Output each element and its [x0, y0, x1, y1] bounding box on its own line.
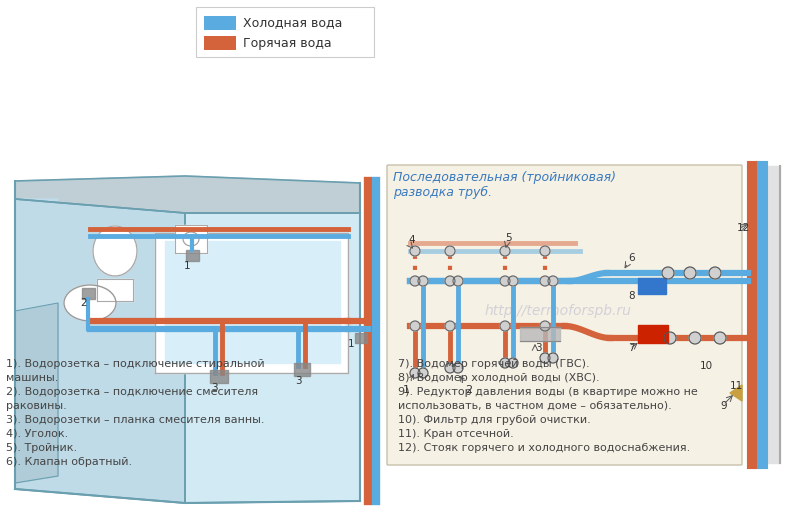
- Text: Горячая вода: Горячая вода: [243, 36, 332, 49]
- Bar: [204, 16, 236, 30]
- Text: 4). Уголок.: 4). Уголок.: [6, 429, 69, 439]
- Circle shape: [410, 276, 420, 286]
- Text: 9: 9: [720, 401, 727, 411]
- Text: 9). Редуктор давления воды (в квартире можно не: 9). Редуктор давления воды (в квартире м…: [398, 387, 697, 397]
- Text: 8). Водомер холодной воды (ХВС).: 8). Водомер холодной воды (ХВС).: [398, 373, 599, 383]
- Text: 10: 10: [700, 361, 713, 371]
- Circle shape: [418, 276, 428, 286]
- Text: 7). Водомер горячей воды (ГВС).: 7). Водомер горячей воды (ГВС).: [398, 359, 590, 369]
- Polygon shape: [15, 303, 58, 483]
- FancyBboxPatch shape: [387, 165, 742, 465]
- Circle shape: [548, 353, 558, 363]
- Bar: [638, 278, 666, 294]
- Text: Холодная вода: Холодная вода: [243, 17, 342, 30]
- Circle shape: [664, 332, 676, 344]
- Bar: [175, 225, 207, 253]
- Polygon shape: [763, 166, 780, 463]
- Circle shape: [500, 246, 510, 256]
- Text: машины.: машины.: [6, 373, 58, 383]
- Text: 5). Тройник.: 5). Тройник.: [6, 443, 77, 453]
- Text: использовать, в частном доме – обязательно).: использовать, в частном доме – обязатель…: [398, 401, 672, 411]
- Text: 2: 2: [80, 298, 87, 308]
- Bar: [82, 288, 95, 299]
- Circle shape: [445, 276, 455, 286]
- Circle shape: [540, 246, 550, 256]
- Bar: [97, 279, 133, 301]
- Text: 1: 1: [348, 339, 354, 349]
- Bar: [355, 333, 367, 343]
- Bar: [196, 7, 374, 57]
- Text: 8: 8: [628, 291, 634, 301]
- Circle shape: [500, 321, 510, 331]
- Text: 12). Стояк горячего и холодного водоснабжения.: 12). Стояк горячего и холодного водоснаб…: [398, 443, 690, 453]
- Bar: [210, 370, 228, 383]
- Circle shape: [540, 321, 550, 331]
- Text: http://termoforspb.ru: http://termoforspb.ru: [484, 304, 631, 318]
- Text: 3: 3: [295, 376, 302, 386]
- Circle shape: [508, 276, 518, 286]
- Circle shape: [500, 276, 510, 286]
- Circle shape: [709, 267, 721, 279]
- Circle shape: [453, 276, 463, 286]
- Polygon shape: [15, 176, 360, 213]
- Circle shape: [684, 267, 696, 279]
- Circle shape: [410, 246, 420, 256]
- Text: раковины.: раковины.: [6, 401, 67, 411]
- Bar: [204, 36, 236, 50]
- Polygon shape: [15, 199, 58, 311]
- Circle shape: [714, 332, 726, 344]
- Polygon shape: [155, 233, 348, 373]
- Text: 3: 3: [535, 343, 542, 353]
- Circle shape: [445, 246, 455, 256]
- Text: 4: 4: [408, 235, 415, 245]
- Polygon shape: [165, 241, 340, 363]
- Text: 1: 1: [184, 261, 191, 271]
- Circle shape: [410, 368, 420, 378]
- Text: 7: 7: [628, 343, 634, 353]
- Polygon shape: [730, 385, 742, 401]
- Ellipse shape: [93, 226, 137, 276]
- Text: 3: 3: [211, 383, 218, 393]
- Bar: [638, 325, 668, 343]
- Text: Последовательная (тройниковая)
разводка труб.: Последовательная (тройниковая) разводка …: [393, 171, 616, 199]
- Circle shape: [418, 368, 428, 378]
- Text: 6: 6: [628, 253, 634, 263]
- Text: 3). Водорозетки – планка смесителя ванны.: 3). Водорозетки – планка смесителя ванны…: [6, 415, 264, 425]
- Ellipse shape: [64, 285, 116, 321]
- Circle shape: [453, 363, 463, 373]
- Circle shape: [540, 276, 550, 286]
- Text: 10). Фильтр для грубой очистки.: 10). Фильтр для грубой очистки.: [398, 415, 591, 425]
- Polygon shape: [15, 199, 185, 503]
- Bar: [186, 250, 199, 261]
- Text: 11: 11: [730, 381, 743, 391]
- Text: 2: 2: [460, 376, 472, 395]
- Text: 12: 12: [737, 223, 750, 233]
- Bar: [294, 363, 310, 376]
- Polygon shape: [748, 166, 763, 463]
- Circle shape: [500, 358, 510, 368]
- Circle shape: [508, 358, 518, 368]
- Text: 6). Клапан обратный.: 6). Клапан обратный.: [6, 457, 132, 467]
- Bar: [520, 327, 560, 341]
- Circle shape: [540, 353, 550, 363]
- Circle shape: [548, 276, 558, 286]
- Circle shape: [689, 332, 701, 344]
- Circle shape: [445, 363, 455, 373]
- Circle shape: [410, 321, 420, 331]
- Text: 5: 5: [505, 233, 512, 243]
- Polygon shape: [185, 213, 360, 503]
- Circle shape: [662, 267, 674, 279]
- Text: 2). Водорозетка – подключение смесителя: 2). Водорозетка – подключение смесителя: [6, 387, 258, 397]
- Text: 1: 1: [403, 375, 413, 395]
- Text: 1). Водорозетка – подключение стиральной: 1). Водорозетка – подключение стиральной: [6, 359, 265, 369]
- Text: 11). Кран отсечной.: 11). Кран отсечной.: [398, 429, 514, 439]
- Circle shape: [445, 321, 455, 331]
